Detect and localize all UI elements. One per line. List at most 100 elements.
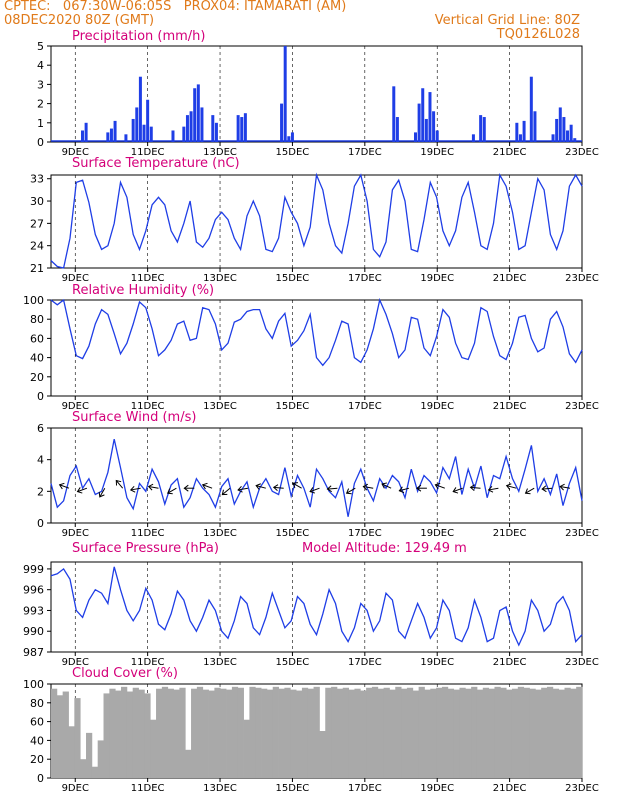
x-tick-label: 21DEC bbox=[493, 401, 527, 412]
vertical-grid-note: Vertical Grid Line: 80Z bbox=[434, 13, 580, 28]
precip-bar bbox=[566, 130, 570, 142]
x-tick-label: 23DEC bbox=[565, 401, 599, 412]
wind-arrow-head bbox=[167, 488, 173, 495]
cloud-bar bbox=[237, 687, 244, 778]
cloud-bar bbox=[284, 687, 291, 778]
wind-arrow-shaft bbox=[99, 487, 106, 498]
wind-arrow-head bbox=[129, 485, 136, 493]
precip-bar bbox=[196, 84, 200, 142]
cloud-bar bbox=[506, 689, 513, 778]
cloud-bar bbox=[529, 688, 536, 778]
precip-bar bbox=[428, 92, 432, 142]
precip-bar bbox=[280, 103, 284, 142]
x-tick-label: 17DEC bbox=[348, 273, 382, 284]
cloud-bar bbox=[511, 688, 519, 778]
y-tick-label: 20 bbox=[30, 371, 44, 384]
wind-arrow-shaft bbox=[560, 485, 571, 489]
precip-bar bbox=[193, 88, 197, 142]
wind-arrow bbox=[559, 483, 571, 491]
wind-arrow-shaft bbox=[309, 487, 320, 493]
wind-arrow-shaft bbox=[346, 487, 356, 494]
x-tick-label: 13DEC bbox=[203, 528, 237, 539]
cloud-bar bbox=[196, 686, 204, 778]
precip-bar bbox=[395, 117, 399, 142]
x-tick-label: 17DEC bbox=[348, 528, 382, 539]
precip-bar bbox=[421, 88, 425, 142]
wind-arrow-shaft bbox=[256, 485, 266, 489]
wind-arrow bbox=[505, 483, 517, 490]
wind-arrow bbox=[255, 483, 266, 490]
panel-annotation: Model Altitude: 129.49 m bbox=[302, 541, 467, 556]
wind-arrow-shaft bbox=[381, 483, 392, 489]
x-tick-label: 15DEC bbox=[276, 401, 310, 412]
x-tick-label: 19DEC bbox=[420, 783, 454, 794]
y-tick-label: 0 bbox=[37, 517, 44, 530]
station-header: CPTEC: 067:30W-06:05S PROX04: ITAMARATI … bbox=[4, 0, 347, 14]
panel-title: Cloud Cover (%) bbox=[72, 666, 178, 681]
y-tick-label: 100 bbox=[23, 678, 44, 691]
y-tick-label: 60 bbox=[30, 716, 44, 729]
y-tick-label: 5 bbox=[37, 40, 44, 53]
x-tick-label: 15DEC bbox=[276, 783, 310, 794]
cloud-bar bbox=[383, 687, 390, 778]
y-tick-label: 987 bbox=[23, 646, 44, 659]
y-tick-label: 1 bbox=[37, 117, 44, 130]
cloud-bar bbox=[185, 749, 192, 778]
y-tick-label: 6 bbox=[37, 422, 44, 435]
precip-bar bbox=[243, 113, 247, 142]
precip-bar bbox=[171, 130, 175, 142]
wind-arrow-head bbox=[201, 482, 208, 490]
y-tick-label: 40 bbox=[30, 734, 44, 747]
panel-6: 0 20 40 60 80 100 9DEC 11DEC 13DEC 15DEC 17DEC 19DE… bbox=[23, 666, 599, 794]
wind-arrow-head bbox=[272, 484, 279, 492]
x-tick-label: 13DEC bbox=[203, 783, 237, 794]
wind-arrow-head bbox=[487, 485, 494, 493]
precip-bar bbox=[482, 117, 486, 142]
cloud-bar bbox=[243, 719, 250, 778]
cloud-bar bbox=[121, 686, 128, 778]
cloud-bar bbox=[476, 689, 484, 778]
wind-arrow-head bbox=[559, 483, 565, 491]
x-tick-label: 17DEC bbox=[348, 401, 382, 412]
cloud-bar bbox=[208, 690, 215, 778]
x-tick-label: 15DEC bbox=[276, 528, 310, 539]
cloud-bar bbox=[360, 690, 367, 778]
y-tick-label: 0 bbox=[37, 136, 44, 149]
cloud-bar bbox=[453, 689, 460, 778]
cloud-bar bbox=[301, 687, 309, 778]
panel-4: 0 2 4 6 9DEC 11DEC 13DEC 15DEC 17DEC 19DEC 21DEC 23… bbox=[37, 410, 599, 539]
cloud-bar bbox=[266, 689, 274, 778]
wind-arrow-shaft bbox=[292, 482, 302, 489]
cloud-bar bbox=[371, 686, 379, 778]
cloud-bar bbox=[97, 740, 104, 778]
cloud-bar bbox=[68, 726, 75, 778]
panel-5: 987 990 993 996 999 9DEC 11DEC 13DEC 15DEC 17DEC 1… bbox=[23, 541, 599, 668]
cloud-bar bbox=[231, 686, 239, 778]
wind-arrow-head bbox=[524, 488, 531, 495]
wind-arrow-shaft bbox=[506, 485, 517, 489]
precip-bar bbox=[569, 124, 573, 142]
precip-bar bbox=[283, 46, 287, 142]
panel-frame bbox=[50, 561, 583, 653]
cloud-bar bbox=[62, 691, 69, 778]
wind-arrow bbox=[129, 485, 141, 493]
precip-bar bbox=[80, 130, 84, 142]
cloud-bar bbox=[377, 688, 385, 778]
panel-title: Surface Temperature (nC) bbox=[72, 156, 240, 171]
x-tick-label: 11DEC bbox=[131, 401, 165, 412]
wind-arrow bbox=[487, 485, 499, 493]
precip-bar bbox=[551, 134, 555, 142]
x-tick-label: 9DEC bbox=[62, 147, 89, 158]
cloud-bar bbox=[366, 687, 373, 778]
wind-arrow-head bbox=[58, 482, 65, 490]
x-tick-label: 19DEC bbox=[420, 657, 454, 668]
cloud-bar bbox=[278, 688, 285, 778]
wind-arrow-head bbox=[221, 489, 228, 496]
wind-arrow-head bbox=[452, 487, 459, 494]
panel-2: 21 24 27 30 33 9DEC 11DEC 13DEC 15DEC 17DEC 19DEC 2… bbox=[30, 156, 599, 284]
wind-arrow-shaft bbox=[542, 487, 553, 490]
wind-arrow-head bbox=[292, 482, 298, 488]
wind-arrow bbox=[398, 486, 410, 494]
panel-frame bbox=[50, 299, 583, 397]
